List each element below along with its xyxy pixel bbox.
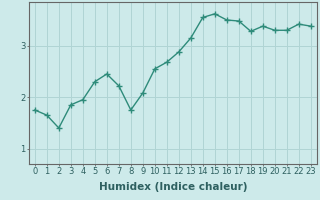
X-axis label: Humidex (Indice chaleur): Humidex (Indice chaleur) [99,182,247,192]
